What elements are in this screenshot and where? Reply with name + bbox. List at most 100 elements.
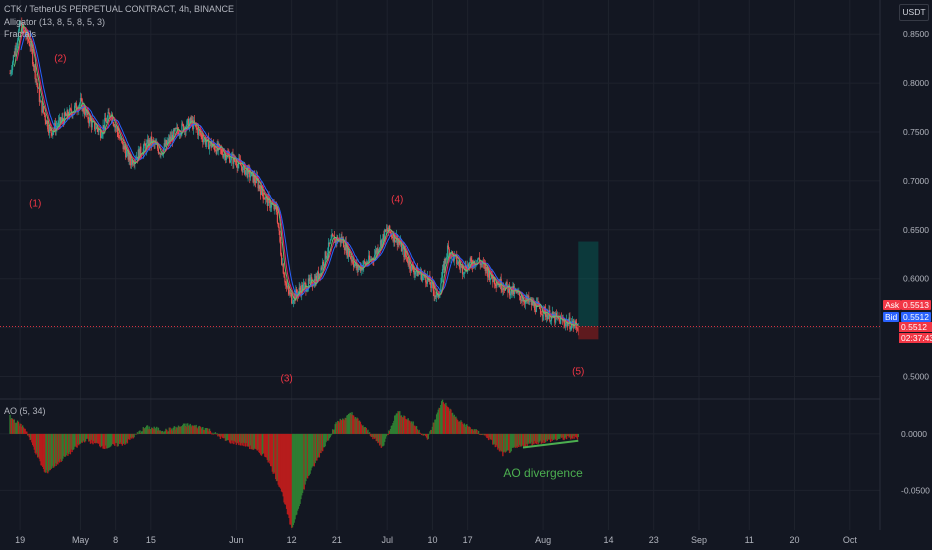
fractals-legend[interactable]: Fractals: [4, 29, 37, 39]
candle-body: [392, 236, 394, 242]
ao-bar: [106, 433, 108, 449]
candle-body: [524, 302, 526, 304]
candle-body: [240, 165, 242, 167]
ao-bar: [76, 433, 78, 448]
candle-body: [119, 137, 121, 140]
candle-body: [499, 278, 501, 287]
candle-body: [555, 313, 558, 317]
candle-body: [201, 134, 203, 139]
ao-bar: [162, 432, 165, 434]
ao-legend[interactable]: AO (5, 34): [4, 406, 46, 416]
ao-bar: [290, 433, 292, 525]
candle-body: [30, 43, 32, 47]
candle-body: [52, 131, 54, 136]
candle-body: [34, 65, 36, 80]
candle-body: [271, 203, 273, 205]
candle-body: [84, 111, 86, 115]
alligator-legend[interactable]: Alligator (13, 8, 5, 8, 5, 3): [4, 17, 106, 27]
ao-bar: [533, 433, 535, 445]
ao-bar: [409, 421, 411, 434]
symbol-title[interactable]: CTK / TetherUS PERPETUAL CONTRACT, 4h, B…: [4, 4, 235, 14]
candle-body: [433, 290, 435, 297]
ao-bar: [159, 430, 161, 434]
ao-bar: [62, 433, 64, 459]
candle-body: [210, 141, 212, 148]
ao-bar: [134, 433, 136, 435]
candle-body: [189, 117, 191, 123]
ao-bar: [435, 419, 437, 434]
ao-bar: [377, 433, 379, 444]
candle-body: [244, 170, 247, 175]
candle-body: [480, 263, 482, 265]
ao-bar: [250, 433, 253, 450]
ao-bar: [446, 406, 449, 434]
candle-body: [444, 258, 446, 271]
ao-bar: [328, 433, 331, 439]
currency-selector[interactable]: USDT: [899, 4, 929, 21]
candle-body: [404, 249, 406, 258]
ao-bar: [95, 433, 98, 443]
ao-bar: [175, 426, 177, 434]
candle-body: [100, 136, 103, 138]
ao-bar: [462, 424, 465, 434]
ao-bar: [394, 415, 396, 434]
ao-bar: [71, 433, 73, 453]
ao-bar: [371, 433, 373, 437]
candle-body: [224, 153, 226, 155]
candle-body: [431, 281, 433, 288]
ao-bar: [180, 426, 182, 434]
ao-bar: [54, 433, 57, 464]
ao-bar: [549, 433, 551, 440]
candle-body: [79, 98, 82, 104]
ao-bar: [261, 433, 264, 455]
ao-bar: [178, 426, 181, 434]
ao-bar: [35, 433, 37, 455]
ao-bar: [78, 433, 81, 445]
candle-body: [569, 317, 571, 330]
candle-body: [312, 285, 315, 287]
ao-bar: [198, 425, 201, 434]
candle-body: [389, 231, 392, 234]
candle-body: [461, 265, 463, 267]
candle-body: [449, 254, 451, 258]
ao-bar: [399, 411, 401, 434]
ao-bar: [130, 433, 133, 439]
ao-bar: [504, 433, 507, 453]
ao-bar: [264, 433, 267, 458]
ao-bar: [356, 417, 358, 434]
ao-bar: [82, 433, 84, 442]
ao-bar: [519, 433, 522, 447]
ao-bar: [496, 433, 498, 447]
candle-body: [289, 292, 291, 294]
candle-body: [102, 125, 104, 134]
ao-bar: [99, 433, 102, 448]
ao-bar: [426, 433, 429, 440]
candle-body: [14, 48, 16, 57]
x-tick-label: 19: [15, 535, 25, 545]
candle-body: [48, 126, 51, 133]
ao-bar: [182, 423, 185, 434]
ao-bar: [363, 427, 365, 434]
ao-bar: [450, 409, 452, 434]
ao-bar: [68, 433, 71, 452]
ao-bar: [79, 433, 82, 444]
ao-bar: [570, 433, 573, 439]
ao-bar: [476, 429, 478, 434]
position-stop-zone: [578, 326, 599, 340]
candle-body: [523, 299, 525, 303]
ao-bar: [306, 433, 309, 479]
candle-body: [29, 45, 31, 47]
ao-bar: [99, 433, 101, 447]
candle-body: [357, 265, 359, 270]
candle-body: [203, 139, 205, 143]
candle-body: [439, 291, 441, 295]
ao-bar: [94, 433, 96, 444]
ao-bar: [431, 426, 434, 434]
ao-bar: [228, 433, 231, 443]
candle-body: [234, 160, 237, 162]
candle-body: [374, 254, 376, 261]
ao-bar: [101, 433, 103, 446]
ao-bar: [493, 433, 496, 444]
ao-bar: [399, 415, 402, 434]
